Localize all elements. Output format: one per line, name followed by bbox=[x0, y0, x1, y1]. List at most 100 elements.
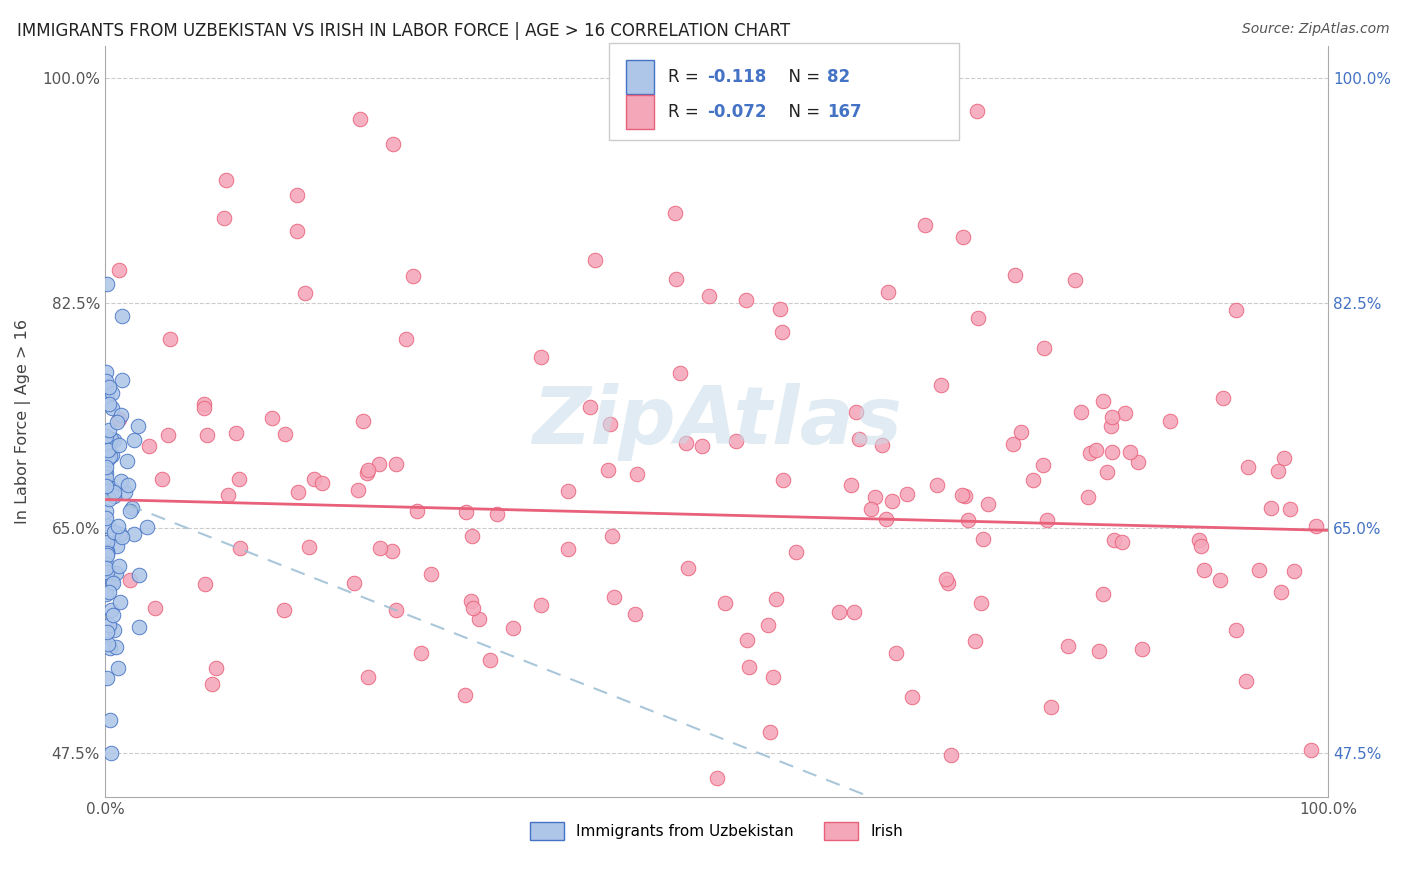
Point bbox=[110, 474, 132, 488]
Point bbox=[1270, 585, 1292, 599]
Point bbox=[128, 620, 150, 634]
Point bbox=[273, 603, 295, 617]
Point bbox=[977, 497, 1000, 511]
Point bbox=[96, 511, 118, 525]
Point bbox=[1234, 673, 1257, 688]
Point bbox=[1001, 436, 1024, 450]
Point bbox=[952, 230, 974, 244]
Point bbox=[419, 567, 441, 582]
Point bbox=[100, 481, 122, 495]
Point bbox=[194, 577, 217, 591]
Point bbox=[402, 269, 425, 284]
Point bbox=[100, 603, 122, 617]
Point bbox=[877, 285, 900, 299]
Point bbox=[262, 411, 284, 425]
Point bbox=[1101, 445, 1123, 459]
Point bbox=[599, 417, 621, 431]
Point bbox=[100, 574, 122, 588]
Text: 82: 82 bbox=[827, 68, 849, 86]
Point bbox=[96, 625, 118, 640]
Point bbox=[97, 483, 120, 498]
Point bbox=[738, 660, 761, 674]
Point bbox=[97, 585, 120, 599]
Point bbox=[953, 489, 976, 503]
Point bbox=[1092, 586, 1115, 600]
Point bbox=[274, 427, 297, 442]
Point bbox=[103, 485, 125, 500]
Point bbox=[110, 408, 132, 422]
Point bbox=[97, 492, 120, 507]
Point bbox=[205, 661, 228, 675]
Point bbox=[461, 529, 484, 543]
Point bbox=[111, 373, 134, 387]
Point bbox=[1237, 460, 1260, 475]
Point bbox=[96, 470, 118, 484]
Point bbox=[675, 436, 697, 450]
Point bbox=[343, 576, 366, 591]
Point bbox=[96, 390, 118, 404]
Point bbox=[706, 771, 728, 785]
Point bbox=[225, 425, 247, 440]
Point bbox=[714, 596, 737, 610]
Point bbox=[105, 415, 128, 429]
Point bbox=[875, 512, 897, 526]
Point bbox=[844, 605, 866, 619]
Point bbox=[1188, 533, 1211, 547]
Point bbox=[602, 590, 624, 604]
Point bbox=[1004, 268, 1026, 283]
Point bbox=[406, 504, 429, 518]
Point bbox=[229, 541, 252, 555]
Text: Source: ZipAtlas.com: Source: ZipAtlas.com bbox=[1241, 22, 1389, 37]
Point bbox=[201, 677, 224, 691]
Point bbox=[1130, 642, 1153, 657]
Text: IMMIGRANTS FROM UZBEKISTAN VS IRISH IN LABOR FORCE | AGE > 16 CORRELATION CHART: IMMIGRANTS FROM UZBEKISTAN VS IRISH IN L… bbox=[17, 22, 790, 40]
Point bbox=[1212, 391, 1234, 405]
Point bbox=[97, 379, 120, 393]
Point bbox=[925, 477, 948, 491]
Point bbox=[1010, 425, 1032, 439]
Point bbox=[761, 669, 783, 683]
Point bbox=[104, 566, 127, 580]
Point bbox=[100, 746, 122, 760]
Point bbox=[1032, 458, 1054, 473]
Point bbox=[105, 640, 128, 654]
Point bbox=[967, 311, 990, 326]
Point bbox=[96, 277, 118, 291]
Point bbox=[156, 428, 179, 442]
Point bbox=[624, 607, 647, 621]
Point bbox=[1279, 501, 1302, 516]
Point bbox=[1208, 573, 1230, 587]
Point bbox=[1189, 539, 1212, 553]
Point bbox=[215, 173, 238, 187]
Point bbox=[103, 489, 125, 503]
Point bbox=[97, 636, 120, 650]
Point bbox=[664, 205, 686, 219]
Point bbox=[785, 545, 807, 559]
Point bbox=[120, 573, 142, 587]
Point bbox=[103, 525, 125, 540]
Point bbox=[759, 724, 782, 739]
Point bbox=[557, 541, 579, 556]
Point bbox=[936, 575, 959, 590]
Point bbox=[884, 646, 907, 660]
Point bbox=[530, 350, 553, 364]
Text: -0.072: -0.072 bbox=[707, 103, 766, 121]
Point bbox=[368, 541, 391, 555]
Point bbox=[1057, 639, 1080, 653]
Point bbox=[1267, 464, 1289, 478]
Text: N =: N = bbox=[778, 68, 825, 86]
Point bbox=[98, 640, 121, 655]
Point bbox=[970, 596, 993, 610]
Point bbox=[311, 476, 333, 491]
Point bbox=[460, 594, 482, 608]
Point bbox=[770, 325, 793, 339]
Point bbox=[294, 285, 316, 300]
Point bbox=[756, 617, 779, 632]
Point bbox=[900, 690, 922, 704]
Point bbox=[1305, 518, 1327, 533]
Point bbox=[963, 634, 986, 648]
Point bbox=[769, 301, 792, 316]
Point bbox=[1299, 743, 1322, 757]
Text: 167: 167 bbox=[827, 103, 862, 121]
Point bbox=[108, 526, 131, 541]
